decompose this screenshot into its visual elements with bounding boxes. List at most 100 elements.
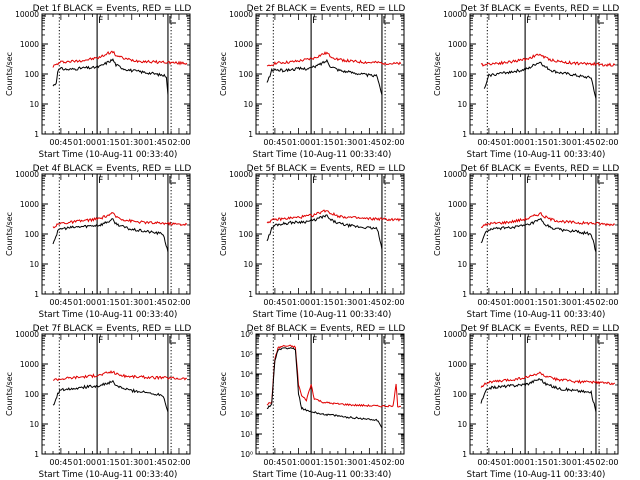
flag-label: F: [312, 176, 317, 186]
plot-frame: [41, 333, 191, 455]
y-tick-label: 1: [248, 290, 253, 299]
y-tick-label: 100: [239, 230, 254, 239]
plot-frame: [41, 13, 191, 135]
x-tick-label: 01:15: [525, 298, 548, 307]
y-tick-label: 1000: [20, 40, 39, 49]
plot-frame: [469, 13, 619, 135]
events-series-line: [52, 58, 169, 96]
x-tick-label: 00:45: [49, 458, 72, 467]
flag-label: F: [312, 336, 317, 346]
events-series-line: [480, 378, 597, 413]
x-tick-label: 00:45: [49, 138, 72, 147]
x-tick-label: 02:00: [595, 458, 618, 467]
y-tick-label: 100: [25, 230, 40, 239]
x-tick-label: 01:15: [311, 458, 334, 467]
y-axis-label: Counts/sec: [433, 372, 442, 416]
x-tick-label: 01:15: [97, 458, 120, 467]
y-tick-label: 1: [462, 290, 467, 299]
events-series-line: [480, 217, 597, 253]
x-tick-label: 00:45: [477, 298, 500, 307]
x-axis-label: Start Time (10-Aug-11 00:33:40): [253, 150, 392, 160]
x-tick-label: 02:00: [595, 298, 618, 307]
end-bracket-marker: [169, 176, 176, 184]
x-tick-label: 00:45: [263, 138, 286, 147]
flag-label: F: [98, 176, 103, 186]
x-tick-label: 01:00: [287, 298, 310, 307]
y-axis-label: Counts/sec: [219, 212, 228, 256]
lld-series-line: [266, 344, 401, 408]
y-tick-label: 10000: [443, 10, 467, 19]
y-tick-label: 1000: [20, 200, 39, 209]
y-axis-label: Counts/sec: [5, 52, 14, 96]
y-tick-label: 1: [248, 130, 253, 139]
x-tick-label: 01:30: [334, 138, 357, 147]
events-series-line: [266, 347, 383, 429]
y-tick-label: 1000: [448, 200, 467, 209]
y-tick-label: 1: [462, 130, 467, 139]
x-tick-label: 01:00: [501, 138, 524, 147]
end-bracket-marker: [383, 336, 390, 344]
y-axis-label: Counts/sec: [433, 212, 442, 256]
lld-series-line: [480, 53, 616, 67]
y-axis-label: Counts/sec: [219, 372, 228, 416]
chart-panel-9: Det 9f BLACK = Events, RED = LLD Counts/s…: [433, 324, 619, 480]
x-tick-label: 00:45: [477, 138, 500, 147]
end-bracket-marker: [383, 16, 390, 24]
chart-panel-8: Det 8f BLACK = Events, RED = LLD Counts/s…: [219, 324, 405, 480]
y-tick-label: 100: [25, 70, 40, 79]
chart-title: Det 2f BLACK = Events, RED = LLD: [247, 4, 406, 14]
y-tick-label: 100: [239, 70, 254, 79]
flag-label: F: [526, 176, 531, 186]
chart-title: Det 7f BLACK = Events, RED = LLD: [33, 324, 192, 334]
x-tick-label: 01:45: [358, 458, 381, 467]
x-tick-label: 00:45: [477, 458, 500, 467]
end-bracket-marker: [597, 16, 604, 24]
chart-title: Det 3f BLACK = Events, RED = LLD: [461, 4, 620, 14]
x-tick-label: 01:30: [334, 298, 357, 307]
end-bracket-marker: [169, 336, 176, 344]
y-tick-label: 1000: [234, 40, 253, 49]
y-tick-label: 10: [29, 420, 39, 429]
y-tick-label: 10000: [15, 330, 39, 339]
x-tick-label: 01:00: [501, 298, 524, 307]
y-tick-label: 1: [34, 450, 39, 459]
y-axis-label: Counts/sec: [5, 212, 14, 256]
y-tick-label: 10³: [240, 390, 253, 399]
y-tick-label: 10: [457, 100, 467, 109]
x-tick-label: 01:00: [73, 298, 96, 307]
y-tick-label: 100: [453, 390, 468, 399]
y-tick-label: 10: [243, 100, 253, 109]
y-tick-label: 10000: [443, 170, 467, 179]
chart-title: Det 8f BLACK = Events, RED = LLD: [247, 324, 406, 334]
x-tick-label: 01:45: [572, 138, 595, 147]
chart-title: Det 6f BLACK = Events, RED = LLD: [461, 164, 620, 174]
y-tick-label: 100: [453, 230, 468, 239]
x-tick-label: 00:45: [263, 298, 286, 307]
x-tick-label: 00:45: [263, 458, 286, 467]
x-tick-label: 01:45: [572, 298, 595, 307]
x-tick-label: 01:30: [548, 458, 571, 467]
events-series-line: [52, 379, 169, 413]
y-tick-label: 100: [25, 390, 40, 399]
plot-frame: [41, 173, 191, 295]
x-tick-label: 01:45: [144, 298, 167, 307]
x-tick-label: 01:30: [120, 298, 143, 307]
events-series-line: [52, 218, 169, 253]
lld-series-line: [266, 209, 402, 224]
x-tick-label: 01:30: [548, 138, 571, 147]
y-tick-label: 10000: [443, 330, 467, 339]
chart-title: Det 9f BLACK = Events, RED = LLD: [461, 324, 620, 334]
x-axis-label: Start Time (10-Aug-11 00:33:40): [467, 310, 606, 320]
chart-panel-2: Det 2f BLACK = Events, RED = LLD Counts/s…: [219, 4, 405, 160]
lld-series-line: [52, 370, 187, 382]
y-tick-label: 10⁴: [240, 370, 253, 379]
plot-frame: [255, 173, 405, 295]
x-tick-label: 01:45: [572, 458, 595, 467]
x-tick-label: 01:15: [525, 138, 548, 147]
y-tick-label: 10⁶: [240, 330, 253, 339]
y-tick-label: 10000: [15, 170, 39, 179]
x-tick-label: 02:00: [167, 458, 190, 467]
plot-frame: [469, 333, 619, 455]
x-tick-label: 02:00: [595, 138, 618, 147]
y-tick-label: 10000: [229, 170, 253, 179]
